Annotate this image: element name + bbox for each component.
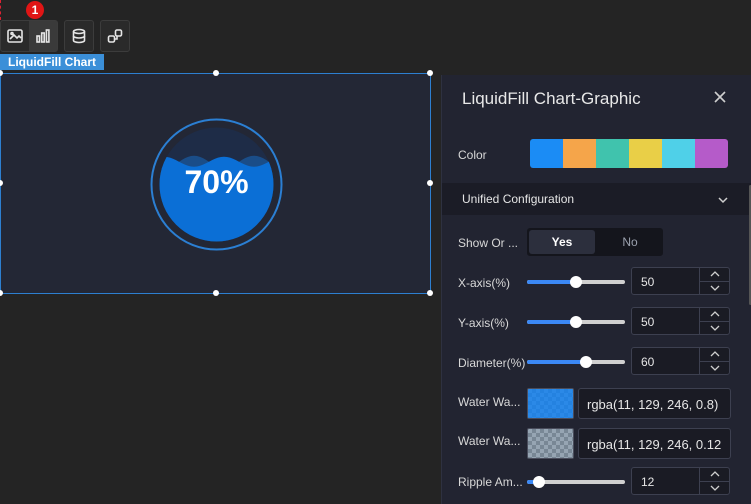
- stepper-value[interactable]: 60: [641, 355, 655, 369]
- liquidfill-chart-component[interactable]: 70%: [0, 70, 433, 296]
- show-label: Show Or ...: [458, 236, 519, 250]
- chevron-up-icon: [710, 271, 719, 277]
- panel-scrollbar[interactable]: [749, 185, 751, 305]
- chevron-up-icon: [710, 471, 719, 477]
- resize-handle-bottom-left[interactable]: [0, 290, 3, 296]
- slider-fill: [527, 360, 586, 364]
- water-wave-bg-label: Water Wa...: [458, 434, 521, 448]
- component-toolbar: [0, 20, 130, 52]
- slider-fill: [527, 320, 576, 324]
- palette-swatch[interactable]: [695, 139, 728, 168]
- liquid-wave-front: [159, 156, 274, 242]
- diameter-stepper[interactable]: 60: [631, 347, 730, 375]
- resize-handle-top[interactable]: [213, 70, 219, 76]
- toggle-no[interactable]: No: [622, 235, 638, 249]
- liquid-outer-ring: [150, 118, 283, 251]
- resize-handle-bottom[interactable]: [213, 290, 219, 296]
- resize-handle-top-left[interactable]: [0, 70, 3, 76]
- increment-button[interactable]: [700, 268, 729, 282]
- diameter-slider[interactable]: [527, 356, 625, 368]
- close-icon[interactable]: [712, 89, 728, 105]
- palette-swatch[interactable]: [596, 139, 629, 168]
- step-badge-1: 1: [26, 1, 44, 19]
- chevron-down-icon: [710, 365, 719, 371]
- config-panel: LiquidFill Chart-Graphic Color Unified C…: [441, 75, 751, 504]
- slider-thumb[interactable]: [532, 476, 545, 488]
- decrement-button[interactable]: [700, 322, 729, 335]
- slider-thumb[interactable]: [579, 356, 592, 368]
- slider-fill: [527, 280, 576, 284]
- color-label: Color: [458, 148, 487, 162]
- section-label: Unified Configuration: [462, 192, 575, 206]
- bar-chart-icon: [36, 29, 50, 43]
- diameter-label: Diameter(%): [458, 356, 526, 370]
- toolbar-group-data: [64, 20, 94, 52]
- water-wave-color-label: Water Wa...: [458, 395, 521, 409]
- x-axis-label: X-axis(%): [458, 276, 511, 290]
- link-icon: [107, 29, 123, 43]
- panel-title: LiquidFill Chart-Graphic: [462, 89, 641, 108]
- slider-thumb[interactable]: [570, 276, 582, 288]
- chevron-up-icon: [710, 351, 719, 357]
- toggle-yes[interactable]: Yes: [529, 230, 595, 254]
- resize-handle-bottom-right[interactable]: [427, 290, 433, 296]
- chevron-up-icon: [710, 311, 719, 317]
- unified-config-section[interactable]: Unified Configuration: [442, 183, 751, 215]
- y-axis-slider[interactable]: [527, 316, 625, 328]
- y-axis-label: Y-axis(%): [458, 316, 509, 330]
- ripple-amplitude-stepper[interactable]: 12: [631, 467, 730, 495]
- guide-marker: [0, 0, 2, 20]
- show-toggle: Yes No: [527, 228, 663, 256]
- swatch-color: [528, 389, 573, 418]
- ripple-amplitude-slider[interactable]: [527, 476, 625, 488]
- resize-handle-top-right[interactable]: [427, 70, 433, 76]
- slider-thumb[interactable]: [570, 316, 582, 328]
- resize-handle-right[interactable]: [427, 180, 433, 186]
- chevron-down-icon: [710, 485, 719, 491]
- palette-swatch[interactable]: [662, 139, 695, 168]
- water-wave-color-swatch[interactable]: [527, 388, 574, 419]
- database-icon: [72, 28, 86, 44]
- toolbar-group-link: [100, 20, 130, 52]
- resize-handle-left[interactable]: [0, 180, 3, 186]
- chevron-down-icon: [718, 197, 728, 204]
- increment-button[interactable]: [700, 308, 729, 322]
- swatch-color: [528, 429, 573, 458]
- stepper-value[interactable]: 12: [641, 475, 655, 489]
- image-tool-button[interactable]: [1, 21, 29, 51]
- increment-button[interactable]: [700, 348, 729, 362]
- transparency-checker: [528, 429, 573, 458]
- component-name-tag: LiquidFill Chart: [0, 54, 104, 70]
- palette-swatch[interactable]: [563, 139, 596, 168]
- water-wave-bg-input[interactable]: rgba(11, 129, 246, 0.12: [578, 428, 731, 459]
- chevron-down-icon: [710, 285, 719, 291]
- chevron-down-icon: [710, 325, 719, 331]
- chart-tool-button[interactable]: [29, 21, 57, 51]
- stepper-value[interactable]: 50: [641, 315, 655, 329]
- palette-swatch[interactable]: [530, 139, 563, 168]
- decrement-button[interactable]: [700, 482, 729, 495]
- y-axis-stepper[interactable]: 50: [631, 307, 730, 335]
- decrement-button[interactable]: [700, 282, 729, 295]
- color-palette[interactable]: [530, 139, 728, 168]
- water-wave-bg-swatch[interactable]: [527, 428, 574, 459]
- database-tool-button[interactable]: [65, 21, 93, 51]
- increment-button[interactable]: [700, 468, 729, 482]
- stepper-value[interactable]: 50: [641, 275, 655, 289]
- liquidfill-chart: 70%: [149, 117, 284, 252]
- decrement-button[interactable]: [700, 362, 729, 375]
- x-axis-stepper[interactable]: 50: [631, 267, 730, 295]
- image-icon: [7, 29, 23, 43]
- x-axis-slider[interactable]: [527, 276, 625, 288]
- water-wave-color-input[interactable]: rgba(11, 129, 246, 0.8): [578, 388, 731, 419]
- toolbar-group-charts: [0, 20, 58, 52]
- interaction-tool-button[interactable]: [101, 21, 129, 51]
- palette-swatch[interactable]: [629, 139, 662, 168]
- liquid-value-label: 70%: [184, 164, 248, 200]
- ripple-amplitude-label: Ripple Am...: [458, 475, 523, 489]
